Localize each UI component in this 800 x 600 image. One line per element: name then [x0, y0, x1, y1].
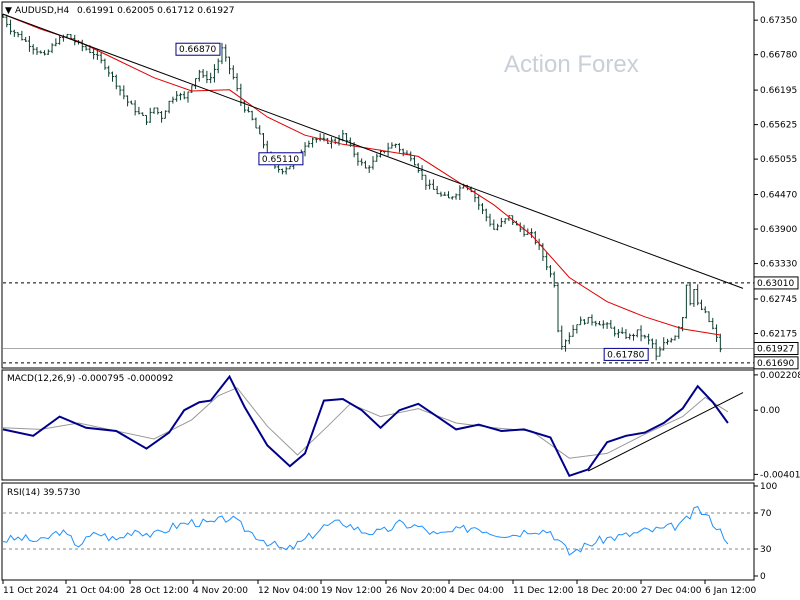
price-axis: 0.67350 0.66780 0.66195 0.65625 0.65055 0.644…	[754, 16, 797, 339]
price-bars	[1, 14, 722, 361]
level-box	[753, 342, 799, 356]
price-tick-label: 0.64470	[760, 191, 797, 201]
time-tick-label: 4 Dec 04:00	[449, 586, 504, 596]
rsi-axis: 100 70 30 0	[754, 482, 777, 582]
symbol-header-arrow: ▼	[5, 6, 12, 16]
time-tick-label: 18 Dec 20:00	[577, 586, 638, 596]
macd-panel-frame	[1, 369, 755, 481]
price-tick-label: 0.65055	[760, 155, 797, 165]
rsi-title: RSI(14) 39.5730	[7, 488, 80, 498]
price-tick-label: 0.67350	[760, 16, 797, 26]
annotation-box	[258, 152, 304, 166]
level-box	[753, 276, 799, 290]
time-tick-label: 6 Jan 12:00	[705, 586, 757, 596]
macd-line	[2, 374, 729, 478]
annotation-label: 0.66870	[179, 45, 216, 55]
time-tick-label: 28 Oct 12:00	[130, 586, 189, 596]
macd-tick-label: -0.004012	[760, 470, 800, 480]
rsi-levels	[3, 512, 754, 550]
price-tick-label: 0.65625	[760, 121, 797, 131]
time-tick-label: 11 Dec 12:00	[513, 586, 574, 596]
symbol-header: ▼ AUDUSD,H4 0.61991 0.62005 0.61712 0.61…	[5, 6, 234, 16]
annotation-box	[175, 42, 221, 56]
time-tick-label: 21 Oct 04:00	[66, 586, 125, 596]
macd-axis: 0.002208 0.00 -0.004012	[754, 371, 800, 480]
price-tick-label: 0.62745	[760, 295, 797, 305]
rsi-tick-label: 0	[760, 572, 766, 582]
rsi-line	[2, 505, 729, 556]
rsi-tick-label: 70	[760, 509, 772, 519]
ohlc-values: 0.61991 0.62005 0.61712 0.61927	[77, 6, 234, 16]
watermark: Action Forex	[504, 51, 639, 78]
level-label: 0.61690	[757, 359, 794, 369]
macd-trendline	[587, 392, 744, 472]
level-label: 0.63010	[757, 279, 794, 289]
price-tick-label: 0.63900	[760, 225, 797, 235]
rsi-tick-label: 30	[760, 545, 772, 555]
price-annotations: 0.66870 0.65110 0.61780	[175, 42, 649, 361]
symbol-label: AUDUSD,H4	[15, 6, 70, 16]
annotation-label: 0.61780	[607, 350, 644, 360]
price-trendline	[2, 13, 744, 289]
rsi-panel-frame	[1, 482, 755, 581]
macd-title: MACD(12,26,9) -0.000795 -0.000092	[7, 374, 173, 384]
time-tick-label: 19 Nov 12:00	[321, 586, 382, 596]
time-tick-label: 12 Nov 04:00	[258, 586, 319, 596]
time-tick-label: 27 Dec 04:00	[641, 586, 702, 596]
price-panel-frame	[1, 1, 755, 369]
time-tick-label: 11 Oct 2024	[3, 586, 59, 596]
macd-tick-label: 0.002208	[760, 371, 800, 381]
time-tick-label: 4 Nov 20:00	[193, 586, 248, 596]
macd-tick-label: 0.00	[760, 406, 780, 416]
annotation-box	[603, 347, 649, 361]
price-tick-label: 0.62175	[760, 329, 797, 339]
time-tick-label: 26 Nov 20:00	[386, 586, 447, 596]
price-tick-label: 0.66780	[760, 51, 797, 61]
level-label: 0.61927	[757, 345, 794, 355]
annotation-label: 0.65110	[262, 155, 299, 165]
rsi-tick-label: 100	[760, 482, 777, 492]
level-box	[753, 356, 799, 370]
price-tick-label: 0.66195	[760, 86, 797, 96]
time-axis: 11 Oct 2024 21 Oct 04:00 28 Oct 12:00 4 Nov…	[2, 580, 757, 596]
price-tick-label: 0.63330	[760, 260, 797, 270]
